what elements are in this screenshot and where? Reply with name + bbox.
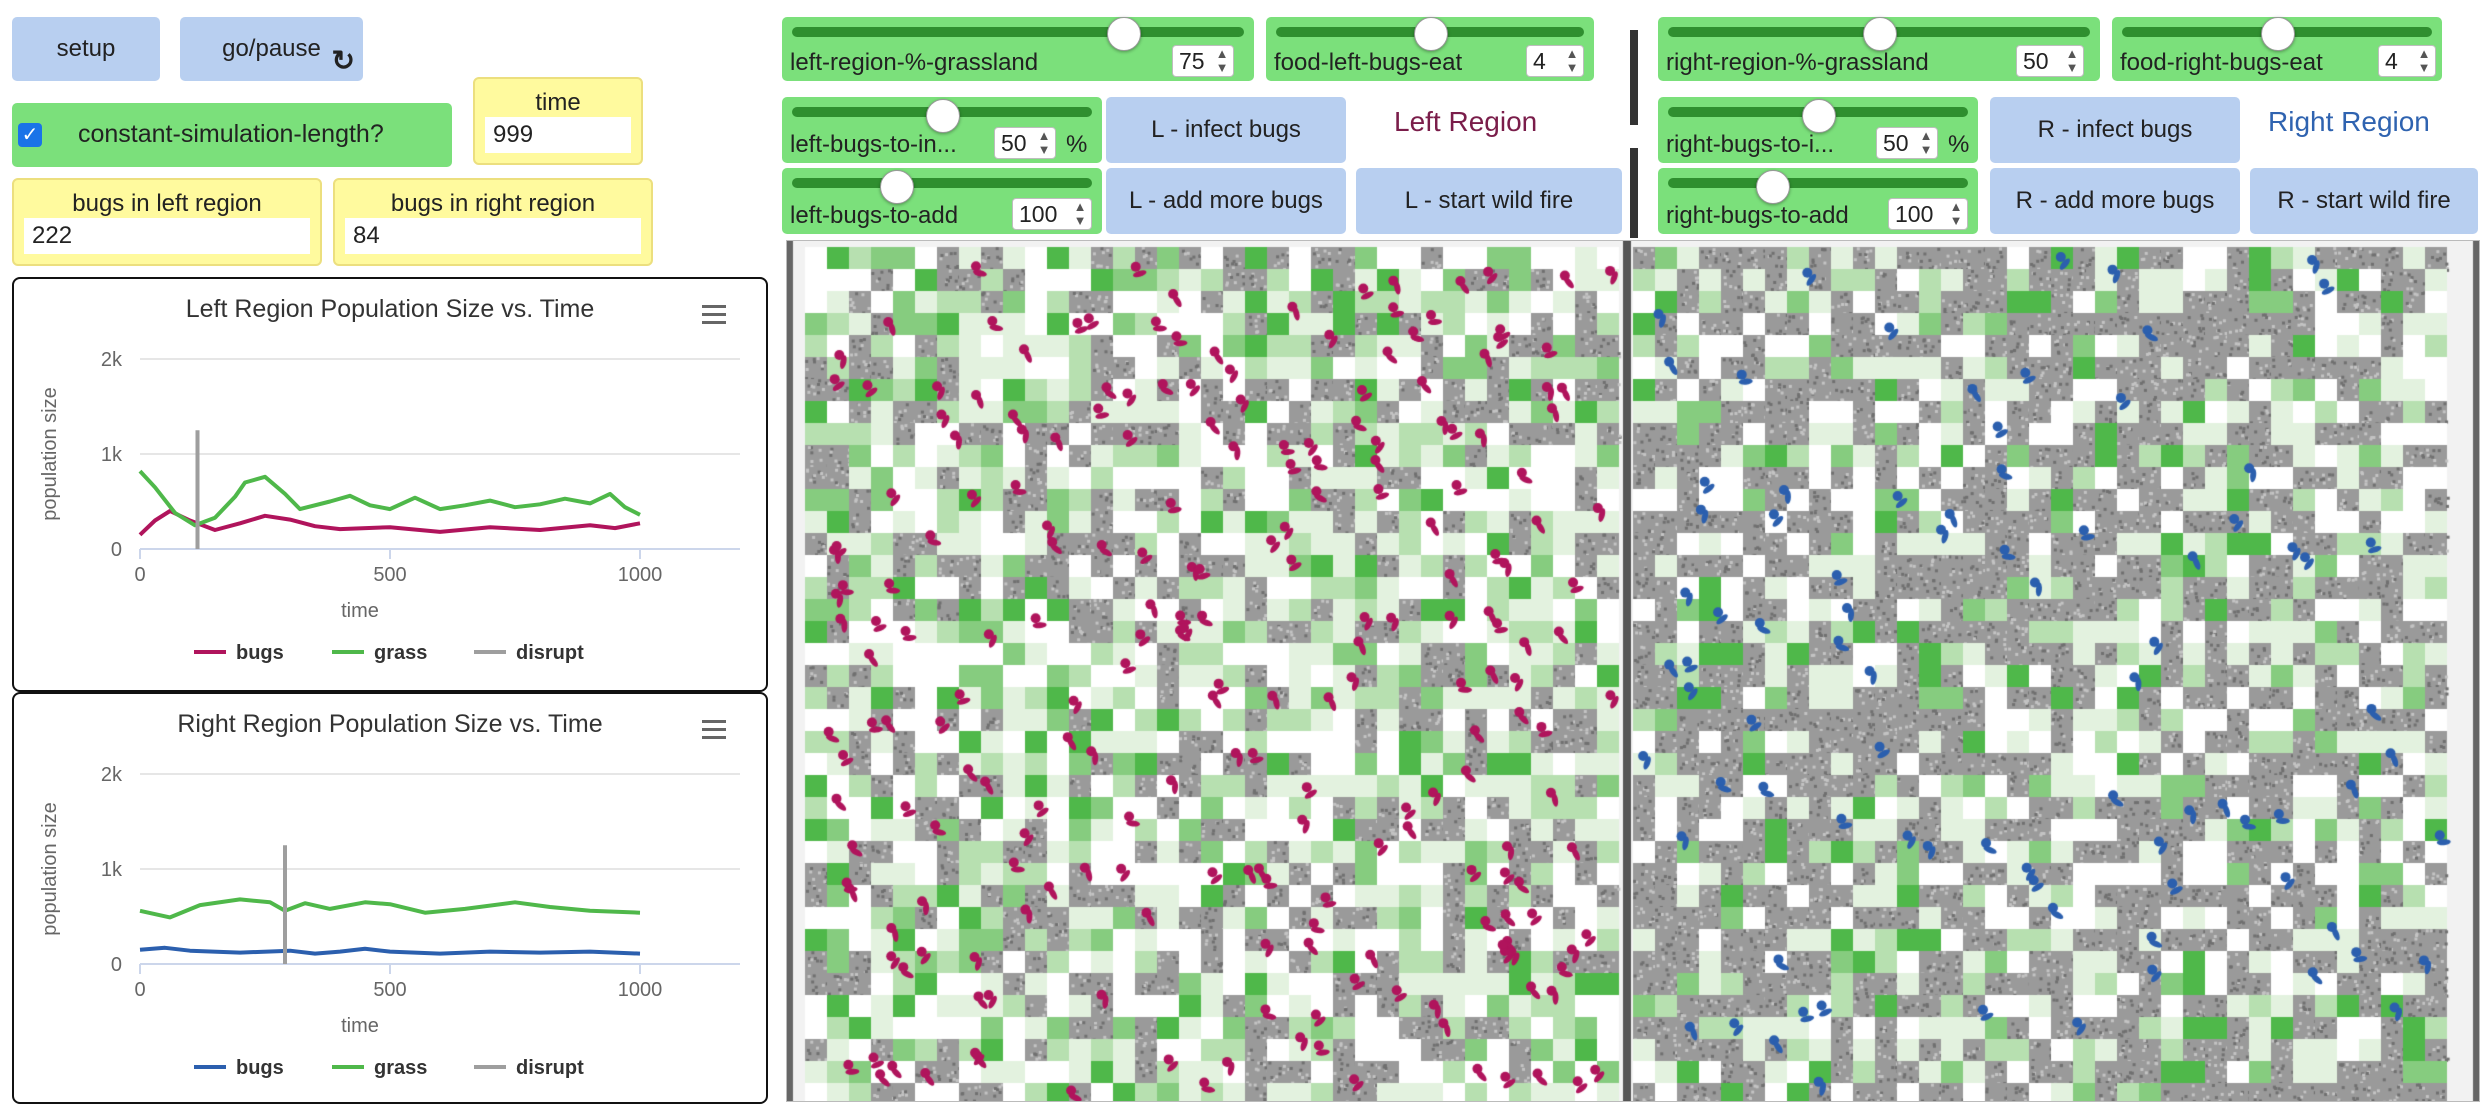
series-bugs-line bbox=[138, 509, 641, 537]
go-pause-button[interactable]: go/pause ↻ bbox=[180, 17, 363, 81]
x-tick-label: 1000 bbox=[618, 979, 663, 1001]
r-infect-bugs-button[interactable]: R - infect bugs bbox=[1990, 97, 2240, 163]
chart-menu-icon[interactable] bbox=[702, 720, 726, 744]
series-bugs-line bbox=[139, 945, 641, 956]
slider-value[interactable]: 4 ▲ ▼ bbox=[1526, 45, 1584, 77]
right-add-slider[interactable]: right-bugs-to-add 100 ▲ ▼ bbox=[1658, 168, 1978, 234]
right-bugs-monitor-value: 84 bbox=[345, 218, 641, 254]
x-axis-label: time bbox=[341, 600, 379, 622]
y-tick-label: 1k bbox=[101, 859, 123, 881]
world-canvas[interactable] bbox=[787, 241, 2479, 1101]
slider-value[interactable]: 75 ▲ ▼ bbox=[1172, 45, 1234, 77]
slider-thumb[interactable] bbox=[926, 99, 960, 133]
right-bugs-monitor-label: bugs in right region bbox=[390, 190, 596, 217]
left-chart-plot: 0 1k 2k 0 500 1000 time population size bugs gras… bbox=[39, 349, 740, 664]
left-population-chart: Left Region Population Size vs. Time 0 1k… bbox=[12, 277, 768, 692]
slider-unit: % bbox=[1948, 131, 1970, 158]
y-tick-label: 0 bbox=[111, 539, 122, 561]
slider-label: food-right-bugs-eat bbox=[2120, 49, 2323, 76]
legend-bugs-label: bugs bbox=[236, 1057, 284, 1079]
go-pause-label: go/pause bbox=[222, 35, 321, 62]
y-tick-label: 0 bbox=[111, 954, 122, 976]
right-infect-slider[interactable]: right-bugs-to-i... 50 ▲ ▼ % bbox=[1658, 97, 1978, 163]
left-bugs-monitor-value: 222 bbox=[24, 218, 310, 254]
slider-value[interactable]: 50 ▲ ▼ bbox=[2016, 45, 2084, 77]
left-bugs-monitor: bugs in left region 222 bbox=[12, 178, 322, 266]
food-right-slider[interactable]: food-right-bugs-eat 4 ▲ ▼ bbox=[2112, 17, 2442, 81]
switch-label: constant-simulation-length? bbox=[78, 120, 384, 148]
legend-disrupt-label: disrupt bbox=[516, 642, 584, 664]
slider-label: right-bugs-to-i... bbox=[1666, 131, 1835, 158]
slider-thumb[interactable] bbox=[1802, 99, 1836, 133]
region-divider-mid bbox=[1630, 148, 1638, 238]
slider-value[interactable]: 4 ▲ ▼ bbox=[2378, 45, 2436, 77]
y-tick-label: 2k bbox=[101, 764, 123, 786]
l-start-wild-fire-button[interactable]: L - start wild fire bbox=[1356, 168, 1622, 234]
x-tick-label: 500 bbox=[373, 564, 406, 586]
slider-label: left-region-%-grassland bbox=[790, 49, 1039, 76]
slider-value[interactable]: 50 ▲ ▼ bbox=[994, 127, 1056, 159]
chart-menu-icon[interactable] bbox=[702, 305, 726, 329]
setup-button[interactable]: setup bbox=[12, 17, 160, 81]
y-tick-label: 2k bbox=[101, 349, 123, 371]
l-add-more-bugs-button[interactable]: L - add more bugs bbox=[1106, 168, 1346, 234]
left-bugs-monitor-label: bugs in left region bbox=[72, 190, 262, 217]
slider-value[interactable]: 100 ▲ ▼ bbox=[1888, 198, 1968, 230]
slider-label: left-bugs-to-in... bbox=[790, 131, 957, 158]
slider-thumb[interactable] bbox=[1756, 170, 1791, 204]
slider-label: left-bugs-to-add bbox=[790, 202, 959, 229]
slider-value[interactable]: 100 ▲ ▼ bbox=[1012, 198, 1092, 230]
legend-grass-label: grass bbox=[374, 1057, 427, 1079]
slider-thumb[interactable] bbox=[1107, 17, 1141, 51]
slider-thumb[interactable] bbox=[2261, 17, 2295, 51]
right-population-chart: Right Region Population Size vs. Time 0 1… bbox=[12, 692, 768, 1104]
constant-simulation-length-switch[interactable]: ✓ constant-simulation-length? bbox=[12, 103, 452, 167]
right-region-title: Right Region bbox=[2268, 106, 2430, 137]
right-bugs-monitor: bugs in right region 84 bbox=[333, 178, 653, 266]
slider-label: right-bugs-to-add bbox=[1666, 202, 1849, 229]
slider-thumb[interactable] bbox=[880, 170, 915, 204]
food-left-slider[interactable]: food-left-bugs-eat 4 ▲ ▼ bbox=[1266, 17, 1594, 81]
legend-bugs-label: bugs bbox=[236, 642, 284, 664]
time-monitor-label: time bbox=[535, 89, 581, 116]
r-add-more-bugs-button[interactable]: R - add more bugs bbox=[1990, 168, 2240, 234]
right-chart-title: Right Region Population Size vs. Time bbox=[177, 710, 603, 738]
world-view[interactable] bbox=[786, 240, 2480, 1102]
left-infect-slider[interactable]: left-bugs-to-in... 50 ▲ ▼ % bbox=[782, 97, 1102, 163]
slider-thumb[interactable] bbox=[1863, 17, 1897, 51]
y-axis-label: population size bbox=[39, 387, 61, 520]
slider-value[interactable]: 50 ▲ ▼ bbox=[1876, 127, 1938, 159]
slider-label: right-region-%-grassland bbox=[1666, 49, 1929, 76]
slider-unit: % bbox=[1066, 131, 1088, 158]
slider-label: food-left-bugs-eat bbox=[1274, 49, 1463, 76]
y-tick-label: 1k bbox=[101, 444, 123, 466]
left-chart-title: Left Region Population Size vs. Time bbox=[185, 295, 595, 323]
right-chart-plot: 0 1k 2k 0 500 1000 time population size bugs gras… bbox=[39, 764, 740, 1079]
time-monitor-value: 999 bbox=[485, 117, 631, 153]
forever-loop-icon: ↻ bbox=[331, 45, 355, 76]
l-infect-bugs-button[interactable]: L - infect bugs bbox=[1106, 97, 1346, 163]
y-axis-label: population size bbox=[39, 802, 61, 935]
left-grassland-slider[interactable]: left-region-%-grassland 75 ▲ ▼ bbox=[782, 17, 1254, 81]
right-grassland-slider[interactable]: right-region-%-grassland 50 ▲ ▼ bbox=[1658, 17, 2100, 81]
series-grass-line bbox=[139, 897, 641, 920]
x-tick-label: 1000 bbox=[618, 564, 663, 586]
region-divider-top bbox=[1630, 30, 1638, 125]
x-tick-label: 0 bbox=[134, 979, 145, 1001]
x-tick-label: 500 bbox=[373, 979, 406, 1001]
switch-checkbox[interactable]: ✓ bbox=[18, 123, 42, 147]
time-monitor: time 999 bbox=[473, 77, 643, 165]
x-axis-label: time bbox=[341, 1015, 379, 1037]
left-add-slider[interactable]: left-bugs-to-add 100 ▲ ▼ bbox=[782, 168, 1102, 234]
legend-disrupt-label: disrupt bbox=[516, 1057, 584, 1079]
slider-thumb[interactable] bbox=[1414, 17, 1448, 51]
series-grass-line bbox=[138, 469, 641, 528]
r-start-wild-fire-button[interactable]: R - start wild fire bbox=[2250, 168, 2478, 234]
left-region-title: Left Region bbox=[1394, 106, 1538, 137]
legend-grass-label: grass bbox=[374, 642, 427, 664]
x-tick-label: 0 bbox=[134, 564, 145, 586]
